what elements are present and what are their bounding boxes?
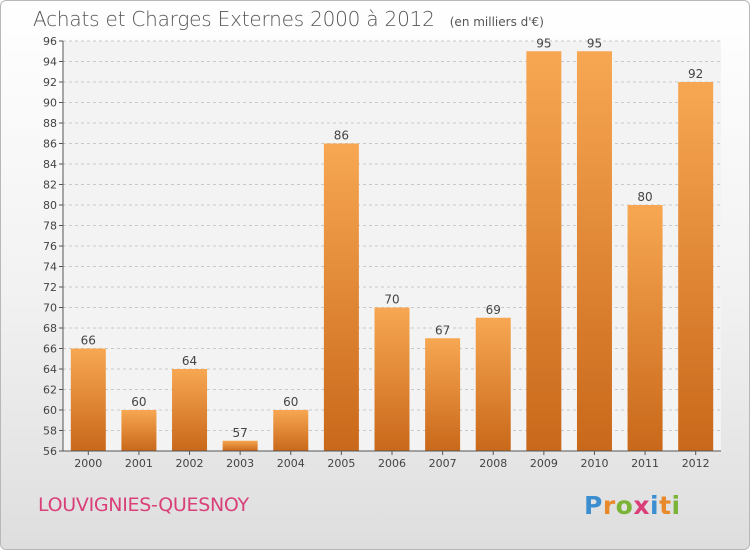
bar-value-label: 95 <box>587 36 602 50</box>
bar-value-label: 60 <box>283 395 298 409</box>
x-tick-label: 2003 <box>226 457 254 470</box>
x-tick-label: 2002 <box>176 457 204 470</box>
proxiti-logo[interactable]: Proxiti <box>584 491 681 520</box>
bar-value-label: 57 <box>233 426 248 440</box>
bar-value-label: 60 <box>131 395 146 409</box>
y-tick-label: 74 <box>43 261 57 274</box>
chart-title-text: Achats et Charges Externes 2000 à 2012 <box>33 7 435 31</box>
bar-2000 <box>70 348 106 451</box>
logo-letter: x <box>633 491 650 520</box>
bar-value-label: 70 <box>384 293 399 307</box>
commune-name: LOUVIGNIES-QUESNOY <box>38 494 249 516</box>
y-tick-label: 80 <box>43 199 57 212</box>
x-tick-label: 2011 <box>631 457 659 470</box>
y-tick-label: 84 <box>43 158 57 171</box>
y-tick-label: 68 <box>43 322 57 335</box>
y-tick-label: 66 <box>43 343 57 356</box>
y-tick-label: 62 <box>43 384 57 397</box>
y-tick-label: 82 <box>43 179 57 192</box>
bar-value-label: 92 <box>688 67 703 81</box>
y-tick-label: 94 <box>43 56 57 69</box>
bars: 66 60 64 57 60 86 70 67 69 95 95 80 92 <box>70 36 714 451</box>
bar-2005 <box>323 143 359 451</box>
x-tick-label: 2006 <box>378 457 406 470</box>
bar-2001 <box>121 410 157 451</box>
y-tick-label: 64 <box>43 363 57 376</box>
x-tick-label: 2000 <box>74 457 102 470</box>
x-tick-label: 2004 <box>277 457 305 470</box>
bar-2010 <box>576 51 612 451</box>
y-tick-label: 56 <box>43 445 57 458</box>
y-tick-label: 90 <box>43 97 57 110</box>
y-tick-label: 60 <box>43 404 57 417</box>
y-tick-label: 58 <box>43 425 57 438</box>
bar-2006 <box>374 307 410 451</box>
bar-2011 <box>627 205 663 451</box>
y-tick-label: 86 <box>43 138 57 151</box>
y-tick-label: 70 <box>43 302 57 315</box>
chart-unit-text: (en milliers d'€) <box>449 15 544 29</box>
y-tick-label: 76 <box>43 240 57 253</box>
bar-2008 <box>475 317 511 451</box>
x-tick-label: 2012 <box>682 457 710 470</box>
bar-2003 <box>222 440 258 451</box>
bar-value-label: 66 <box>81 334 96 348</box>
y-axis-ticks: 56 58 60 62 64 66 68 70 72 74 76 78 80 82 84 86 88 90 92 94… <box>43 35 63 458</box>
bar-2004 <box>273 410 309 451</box>
x-tick-label: 2005 <box>327 457 355 470</box>
y-tick-label: 88 <box>43 117 57 130</box>
x-tick-label: 2010 <box>580 457 608 470</box>
bar-2002 <box>172 369 208 451</box>
bar-value-label: 69 <box>486 303 501 317</box>
y-tick-label: 92 <box>43 76 57 89</box>
logo-letter: t <box>659 491 672 520</box>
bar-2012 <box>678 82 714 451</box>
bar-value-label: 64 <box>182 354 197 368</box>
x-tick-label: 2008 <box>479 457 507 470</box>
y-tick-label: 96 <box>43 35 57 48</box>
logo-letter: i <box>650 491 660 520</box>
logo-letter: P <box>584 491 603 520</box>
y-tick-label: 78 <box>43 220 57 233</box>
bar-2009 <box>526 51 562 451</box>
x-tick-label: 2001 <box>125 457 153 470</box>
bar-value-label: 67 <box>435 323 450 337</box>
logo-letter: o <box>615 491 634 520</box>
x-tick-label: 2007 <box>429 457 457 470</box>
x-axis-ticks: 2000 2001 2002 2003 2004 2005 2006 2007 2008 2009… <box>74 451 710 470</box>
x-tick-label: 2009 <box>530 457 558 470</box>
chart-title: Achats et Charges Externes 2000 à 2012 (… <box>33 7 544 31</box>
bar-value-label: 86 <box>334 129 349 143</box>
logo-letter: i <box>671 491 681 520</box>
bar-value-label: 95 <box>536 36 551 50</box>
y-tick-label: 72 <box>43 281 57 294</box>
bar-2007 <box>425 338 461 451</box>
bar-value-label: 80 <box>637 190 652 204</box>
logo-letter: r <box>602 491 616 520</box>
